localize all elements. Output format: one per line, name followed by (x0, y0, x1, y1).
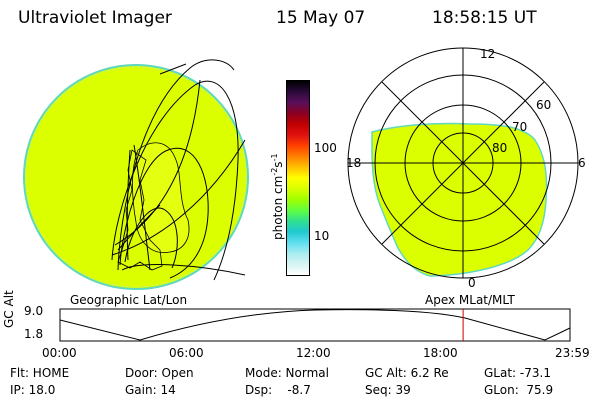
time-label: 18:58:15 UT (432, 8, 537, 28)
timeline-tick-3: 18:00 (423, 346, 458, 360)
timeline-tick-1: 06:00 (169, 346, 204, 360)
timeline-tick-0: 00:00 (42, 346, 77, 360)
timeline-ymin: 1.8 (24, 327, 44, 341)
geographic-grid (111, 59, 246, 281)
colorbar-tick-10: 10 (314, 229, 330, 243)
timeline-tick-4: 23:59 (555, 346, 590, 360)
auroral-oval (371, 122, 548, 277)
left-panel-label: Geographic Lat/Lon (70, 293, 188, 307)
mlt-6-label: 6 (578, 156, 586, 170)
status-gcalt: GC Alt: 6.2 Re (365, 366, 449, 380)
status-door: Door: Open (125, 366, 194, 380)
status-mode: Mode: Normal (245, 366, 329, 380)
instrument-title: Ultraviolet Imager (18, 8, 172, 28)
status-glon: GLon: 75.9 (484, 383, 554, 397)
mlt-12-label: 12 (480, 47, 496, 61)
status-flt: Flt: HOME (10, 366, 70, 380)
right-panel-label: Apex MLat/MLT (425, 293, 515, 307)
status-seq: Seq: 39 (365, 383, 411, 397)
timeline-tick-2: 12:00 (296, 346, 331, 360)
disk-edge-speckle (25, 66, 247, 288)
coastline (117, 149, 163, 271)
colorbar-tick-100: 100 (314, 141, 337, 155)
lat-80-label: 80 (492, 141, 508, 155)
colorbar (286, 80, 310, 276)
date-label: 15 May 07 (276, 8, 366, 28)
mlt-18-label: 18 (346, 156, 362, 170)
lat-60-label: 60 (536, 98, 552, 112)
timeline-frame (59, 308, 571, 342)
status-gain: Gain: 14 (125, 383, 176, 397)
status-glat: GLat: -73.1 (484, 366, 551, 380)
lat-70-label: 70 (512, 120, 528, 134)
mlt-0-label: 0 (468, 276, 476, 290)
polar-grid (347, 47, 579, 279)
status-dsp: Dsp: -8.7 (245, 383, 311, 397)
timeline-ymax: 9.0 (24, 304, 44, 318)
altitude-curve (59, 309, 571, 341)
status-ip: IP: 18.0 (10, 383, 56, 397)
